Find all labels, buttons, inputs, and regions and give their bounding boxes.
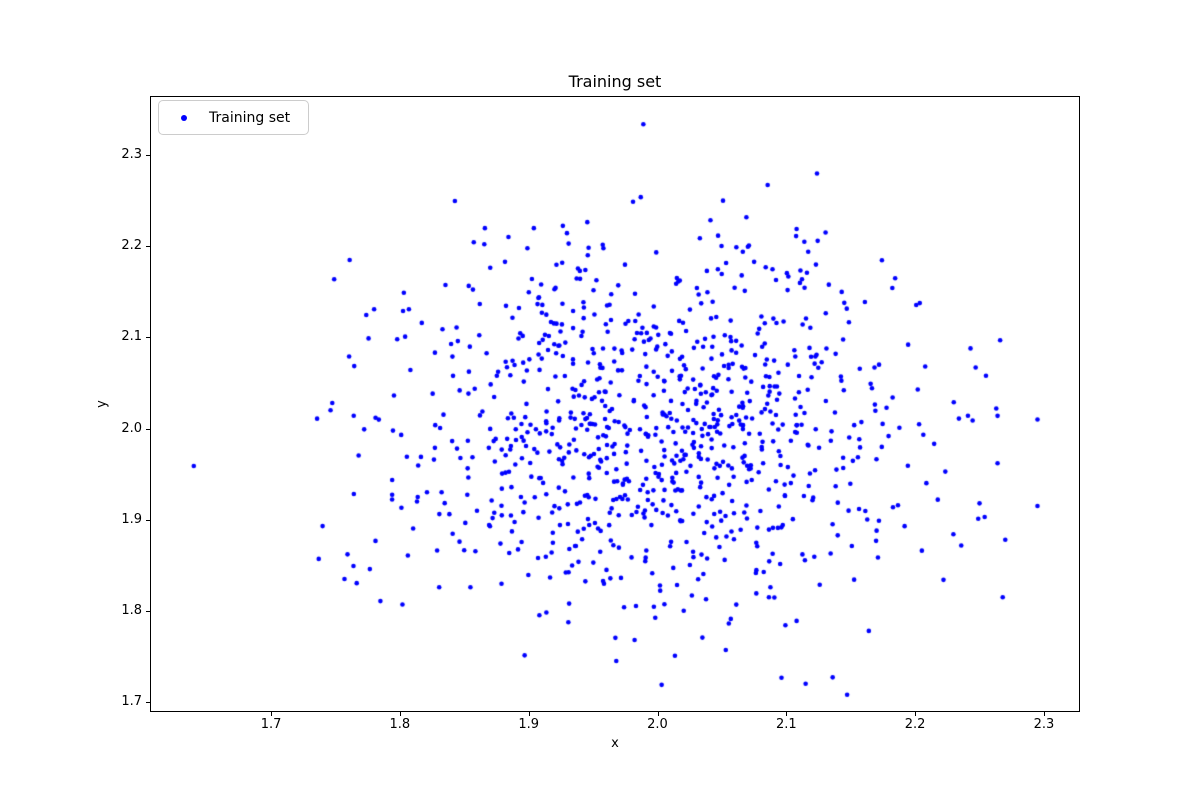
x-tick-label: 2.1 bbox=[775, 717, 797, 732]
y-tick-label: 1.7 bbox=[121, 693, 142, 709]
y-tick-mark bbox=[146, 428, 150, 430]
scatter-points-canvas bbox=[150, 96, 1080, 712]
y-tick-label: 2.3 bbox=[121, 147, 142, 163]
x-axis-label: x bbox=[611, 736, 619, 751]
y-axis-label: y bbox=[94, 400, 110, 408]
x-tick-mark bbox=[915, 712, 917, 716]
x-tick-label: 2.0 bbox=[647, 717, 668, 732]
x-tick-mark bbox=[271, 712, 273, 716]
y-tick-mark bbox=[146, 246, 150, 248]
y-tick-label: 2.2 bbox=[121, 238, 142, 254]
y-tick-label: 2.1 bbox=[121, 329, 142, 345]
x-tick-label: 1.8 bbox=[389, 717, 411, 732]
plot-area: Training set bbox=[150, 96, 1080, 712]
x-tick-mark bbox=[786, 712, 788, 716]
legend: Training set bbox=[158, 100, 310, 135]
y-tick-mark bbox=[146, 610, 150, 612]
x-tick-mark bbox=[528, 712, 530, 716]
y-tick-label: 1.9 bbox=[121, 511, 142, 527]
x-tick-mark bbox=[1043, 712, 1045, 716]
y-tick-mark bbox=[146, 155, 150, 157]
y-tick-mark bbox=[146, 701, 150, 703]
legend-label: Training set bbox=[209, 109, 291, 126]
chart-title: Training set bbox=[568, 72, 662, 91]
y-tick-label: 2.0 bbox=[121, 420, 142, 436]
x-tick-label: 2.2 bbox=[904, 717, 926, 732]
x-tick-label: 1.7 bbox=[260, 717, 282, 732]
legend-marker-wrap bbox=[159, 114, 209, 121]
x-tick-label: 1.9 bbox=[518, 717, 540, 732]
y-tick-mark bbox=[146, 519, 150, 521]
y-tick-label: 1.8 bbox=[121, 602, 142, 618]
x-tick-mark bbox=[399, 712, 401, 716]
legend-marker-dot-icon bbox=[181, 114, 187, 121]
y-tick-mark bbox=[146, 337, 150, 339]
x-tick-mark bbox=[657, 712, 659, 716]
x-tick-label: 2.3 bbox=[1033, 717, 1055, 732]
